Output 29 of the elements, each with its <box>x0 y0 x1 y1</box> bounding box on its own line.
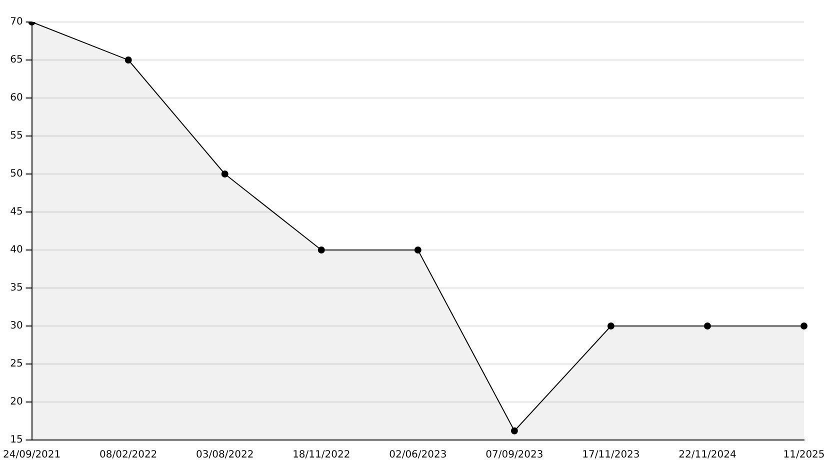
point <box>607 322 614 330</box>
x-tick-label: 18/11/2022 <box>292 450 350 461</box>
point <box>124 56 132 64</box>
x-tick-label: 17/11/2023 <box>582 450 640 461</box>
point <box>704 322 711 330</box>
point <box>800 322 808 330</box>
y-tick-label: 15 <box>10 434 23 446</box>
y-tick-label: 35 <box>10 282 23 294</box>
x-tick-label: 07/09/2023 <box>486 450 544 461</box>
point <box>510 427 518 434</box>
y-tick-label: 20 <box>10 396 23 408</box>
y-tick-label: 50 <box>10 168 23 180</box>
x-tick-label: 08/02/2022 <box>100 450 158 461</box>
x-tick-label: 22/11/2024 <box>678 450 736 461</box>
y-tick-label: 55 <box>10 130 23 142</box>
y-tick-label: 45 <box>10 206 23 218</box>
y-tick-label: 60 <box>10 92 23 104</box>
y-tick-label: 65 <box>10 54 23 66</box>
y-tick-label: 25 <box>10 358 23 370</box>
point <box>318 246 325 254</box>
y-tick-label: 40 <box>10 244 23 256</box>
x-tick-label: 24/09/2021 <box>3 450 61 461</box>
x-tick-label: 11/2025 <box>783 450 825 461</box>
x-tick-label: 02/06/2023 <box>389 450 447 461</box>
x-tick-label: 03/08/2022 <box>196 450 254 461</box>
point <box>221 170 228 178</box>
y-tick-label: 70 <box>10 16 23 28</box>
point <box>414 246 422 254</box>
y-tick-label: 30 <box>10 320 23 332</box>
